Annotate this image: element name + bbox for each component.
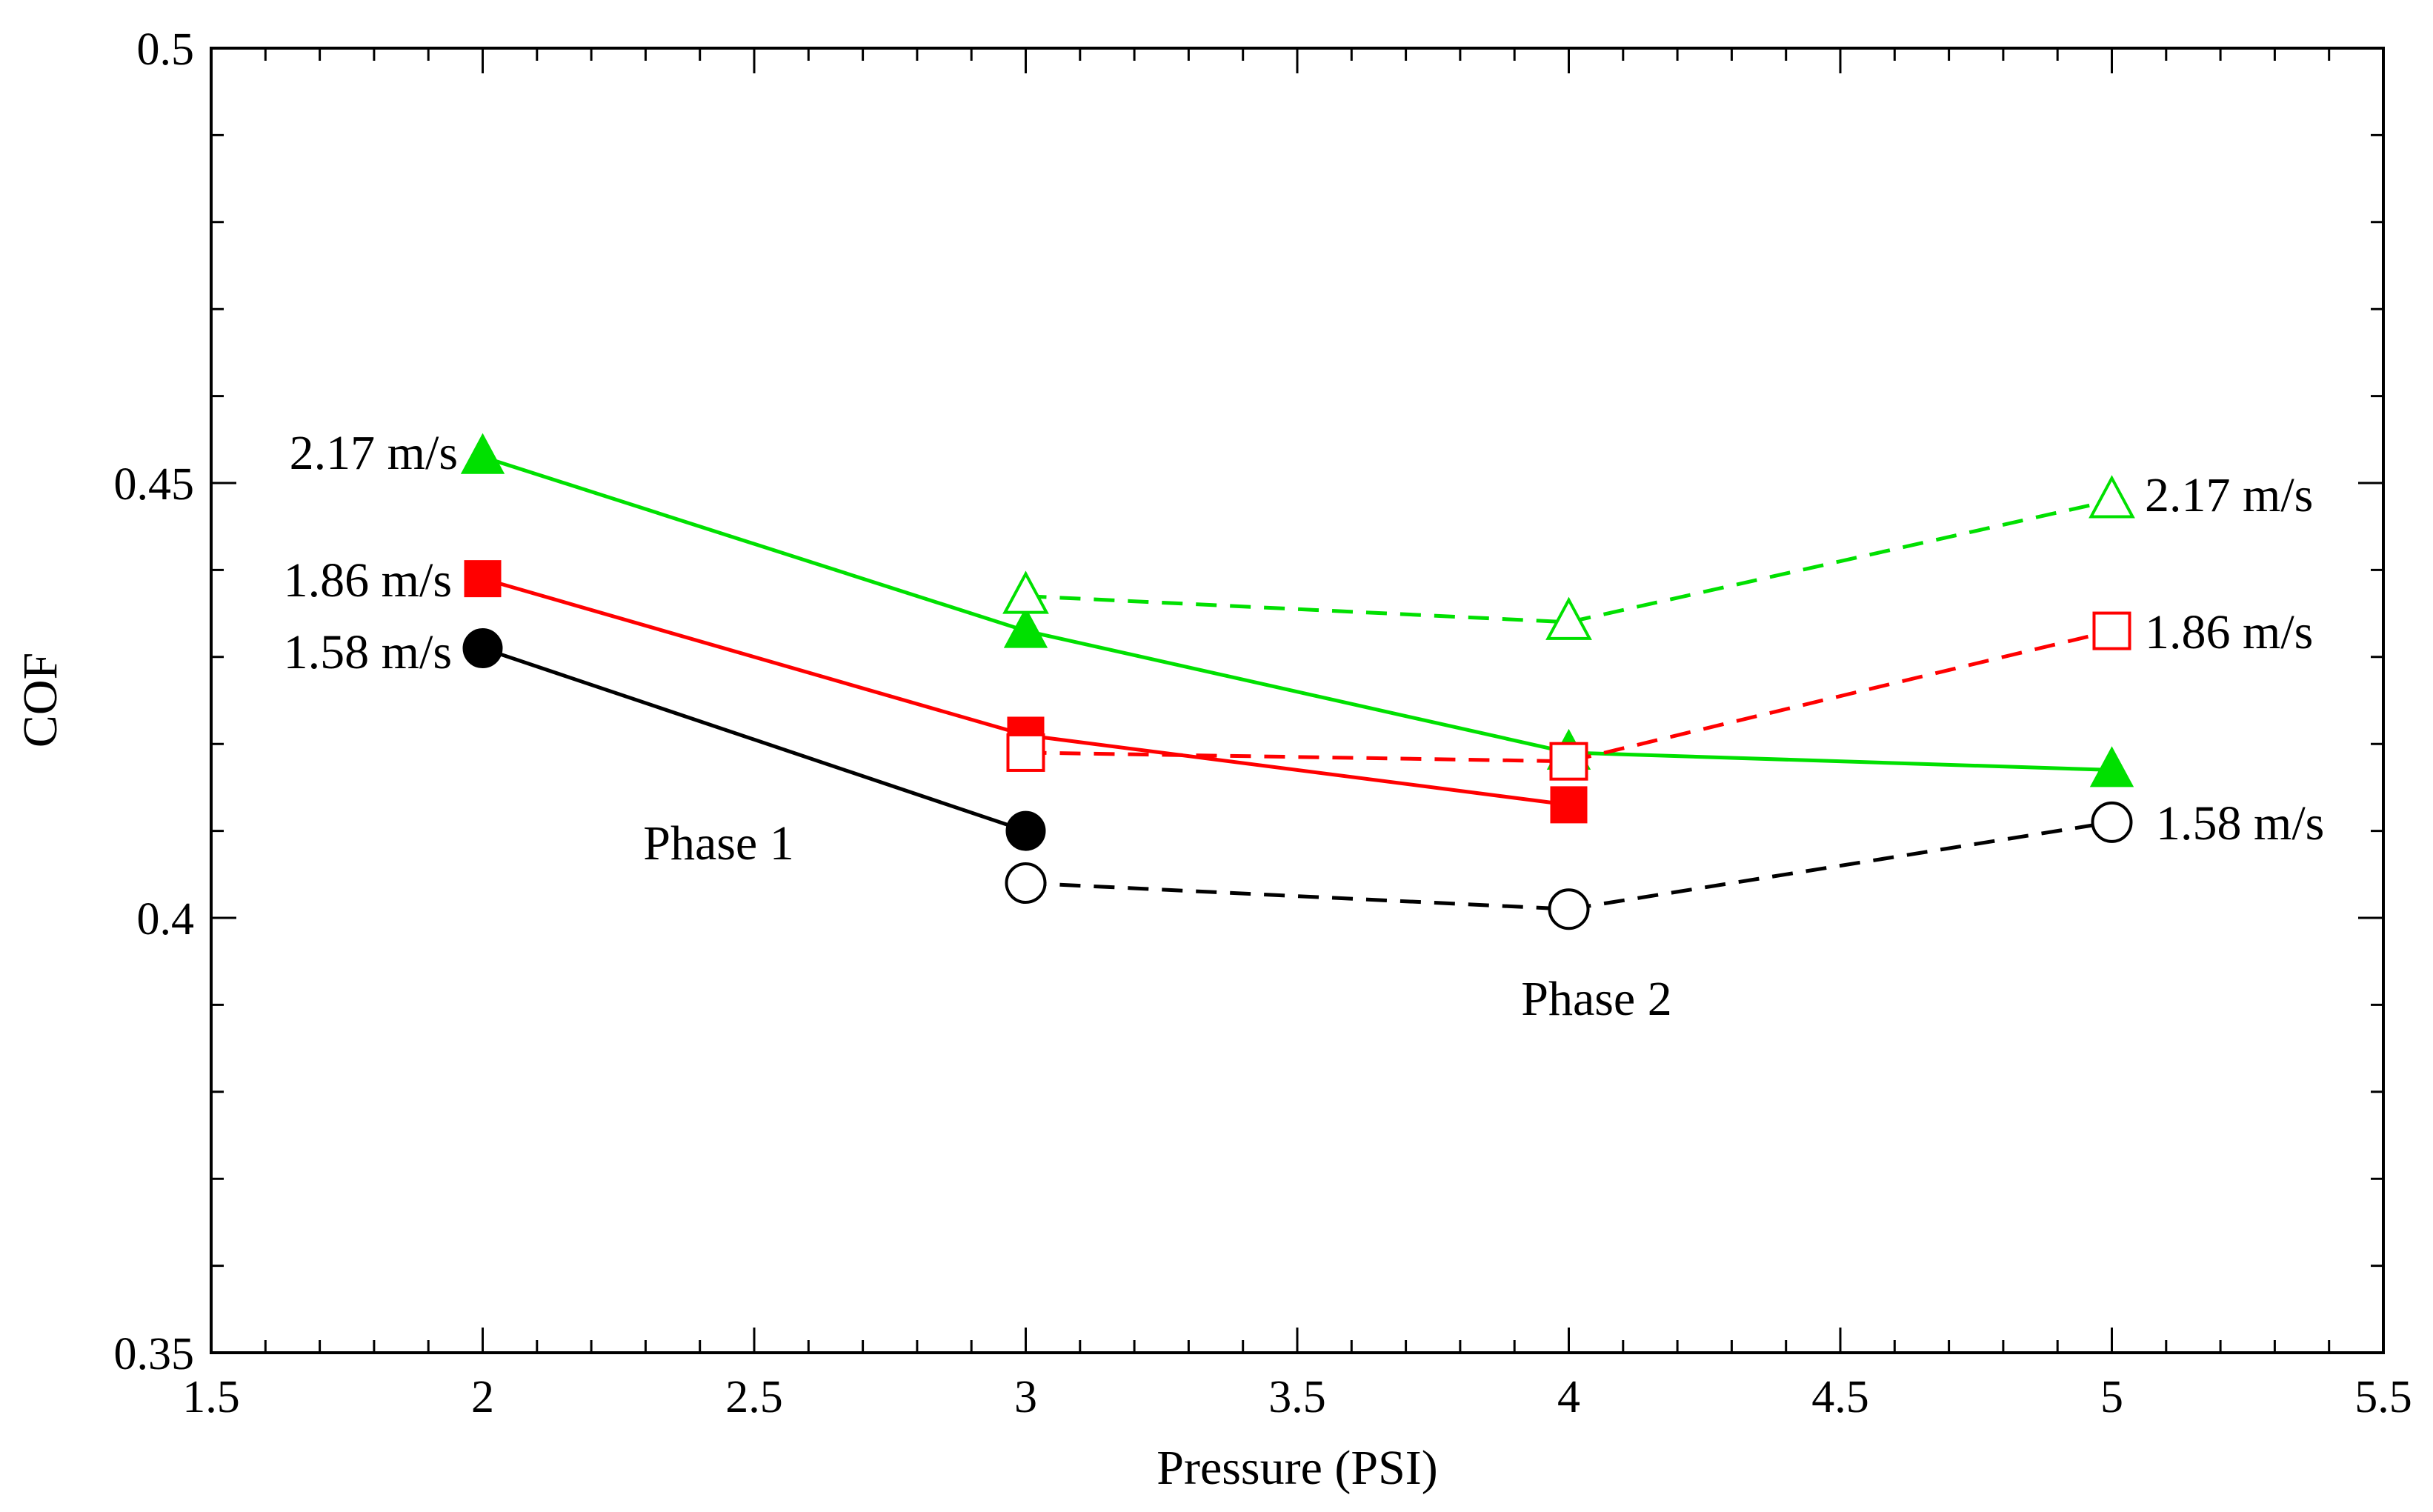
series-phase-2-1-86-m-s	[1006, 611, 2131, 781]
y-tick-label: 0.5	[137, 24, 195, 75]
data-point	[1548, 888, 1590, 930]
data-point	[460, 433, 505, 474]
data-point	[2088, 475, 2135, 519]
series-line	[482, 455, 2112, 772]
annotation-phase-2: Phase 2	[1521, 972, 1671, 1026]
data-point	[1545, 596, 1592, 640]
series-phase-1-1-58-m-s	[462, 628, 1046, 851]
x-tick-label: 4	[1557, 1372, 1580, 1422]
series-phase-2-1-58-m-s	[1005, 801, 2133, 930]
data-point	[1006, 733, 1045, 772]
data-point	[1550, 786, 1588, 824]
x-tick-label: 1.5	[182, 1372, 240, 1422]
annotation-phase-1: Phase 1	[643, 816, 793, 870]
label-right-2-17: 2.17 m/s	[2145, 468, 2313, 522]
y-tick-label: 0.4	[137, 894, 195, 945]
y-tick-label: 0.45	[114, 459, 195, 510]
x-tick-label: 3.5	[1268, 1372, 1326, 1422]
x-tick-label: 2	[471, 1372, 494, 1422]
data-point	[1005, 862, 1047, 905]
data-point	[464, 560, 502, 598]
series-phase-1-2-17-m-s	[460, 433, 2134, 787]
label-left-2-17: 2.17 m/s	[290, 426, 458, 480]
series-line	[1025, 820, 2112, 911]
y-axis-title: COF	[13, 653, 67, 747]
y-tick-labels: 0.35 0.4 0.45 0.5	[114, 24, 195, 1379]
x-tick-label: 5	[2100, 1372, 2123, 1422]
series-line	[1025, 499, 2113, 625]
data-point	[1005, 810, 1046, 851]
series-phase-2-2-17-m-s	[1002, 475, 2135, 640]
label-right-1-58: 1.58 m/s	[2156, 796, 2324, 850]
y-tick-label: 0.35	[114, 1329, 195, 1379]
series-line	[482, 646, 1027, 833]
data-point	[2091, 801, 2133, 843]
data-point	[462, 628, 503, 669]
axis-ticks	[210, 47, 2385, 1354]
data-point	[1003, 607, 1048, 648]
x-tick-label: 4.5	[1811, 1372, 1869, 1422]
data-point	[2092, 611, 2131, 650]
x-tick-label: 3	[1014, 1372, 1037, 1422]
label-right-1-86: 1.86 m/s	[2145, 605, 2313, 659]
plot-frame	[210, 47, 2385, 1354]
label-left-1-86: 1.86 m/s	[284, 553, 452, 607]
x-tick-label: 5.5	[2354, 1372, 2412, 1422]
data-point	[2089, 746, 2134, 787]
data-series	[460, 433, 2135, 930]
label-left-1-58: 1.58 m/s	[284, 625, 452, 679]
series-line	[1025, 629, 2113, 764]
x-tick-label: 2.5	[725, 1372, 783, 1422]
x-tick-labels: 1.5 2 2.5 3 3.5 4 4.5 5 5.5	[182, 1372, 2412, 1422]
x-axis-title: Pressure (PSI)	[1156, 1441, 1437, 1495]
data-point	[1549, 742, 1588, 781]
data-point	[1002, 570, 1049, 614]
